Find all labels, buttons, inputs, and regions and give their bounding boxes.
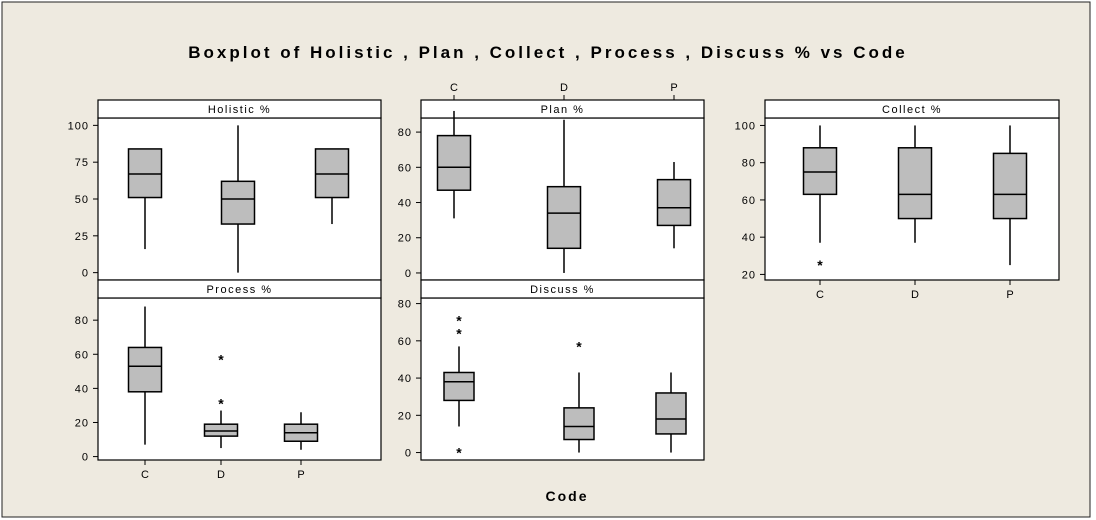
iqr-box xyxy=(546,185,582,250)
iqr-box xyxy=(655,392,687,435)
box-plan-p xyxy=(656,162,692,249)
y-tick-label: 40 xyxy=(75,383,89,395)
y-tick-label: 20 xyxy=(398,233,412,245)
panel-strip xyxy=(420,99,705,119)
y-tick-label: 0 xyxy=(82,452,89,464)
outlier-point: * xyxy=(456,325,462,341)
x-axis-label: Code xyxy=(546,488,589,504)
box-holistic-d xyxy=(220,125,256,273)
box-plan-c xyxy=(436,110,472,219)
panel-strip xyxy=(764,99,1060,119)
outlier-point: * xyxy=(456,312,462,328)
y-tick-label: 50 xyxy=(75,194,89,206)
outlier-point: * xyxy=(456,445,462,461)
box-collect-p xyxy=(992,125,1028,266)
box-collect-d xyxy=(897,125,933,243)
y-tick-label: 40 xyxy=(398,373,412,385)
iqr-box xyxy=(802,147,838,196)
iqr-box xyxy=(656,178,692,227)
x-tick-label: D xyxy=(560,82,568,94)
y-tick-label: 0 xyxy=(405,448,412,460)
y-tick-label: 20 xyxy=(398,410,412,422)
panel-title: Collect % xyxy=(882,104,942,116)
box-process-d: ** xyxy=(203,351,239,449)
y-tick-label: 100 xyxy=(68,120,89,132)
y-tick-label: 0 xyxy=(82,268,89,280)
panel-strip xyxy=(420,279,705,299)
x-tick-label: C xyxy=(141,469,149,481)
x-tick-label: C xyxy=(816,289,824,301)
box-process-c xyxy=(127,306,163,445)
iqr-box xyxy=(203,423,239,437)
y-tick-label: 60 xyxy=(398,162,412,174)
panel-strip xyxy=(97,99,382,119)
outlier-point: * xyxy=(218,396,224,412)
x-tick-label: D xyxy=(217,469,225,481)
panel-holistic: Holistic % 0 25 50 75 100 xyxy=(68,99,382,281)
outlier-point: * xyxy=(576,338,582,354)
panel-title: Process % xyxy=(206,284,272,296)
box-discuss-d: * xyxy=(563,338,595,453)
outlier-point: * xyxy=(817,257,823,273)
outlier-point: * xyxy=(218,351,224,367)
iqr-box xyxy=(897,147,933,220)
y-tick-label: 25 xyxy=(75,231,89,243)
y-tick-label: 75 xyxy=(75,157,89,169)
y-tick-label: 40 xyxy=(742,232,756,244)
x-tick-label: P xyxy=(297,469,304,481)
panel-plan: Plan % 0 20 40 60 80 C D P xyxy=(398,82,705,281)
y-tick-label: 20 xyxy=(75,417,89,429)
y-tick-label: 80 xyxy=(398,127,412,139)
iqr-box xyxy=(443,371,475,402)
y-tick-label: 60 xyxy=(742,195,756,207)
box-holistic-p xyxy=(314,148,350,225)
y-tick-label: 60 xyxy=(75,349,89,361)
panel-strip xyxy=(97,279,382,299)
chart-title: Boxplot of Holistic , Plan , Collect , P… xyxy=(188,43,907,62)
y-tick-label: 0 xyxy=(405,268,412,280)
panel-collect: Collect % 20 40 60 80 100 C D P * xyxy=(735,99,1060,301)
box-holistic-c xyxy=(127,148,163,250)
iqr-box xyxy=(992,152,1028,220)
box-process-p xyxy=(283,412,319,450)
panel-title: Discuss % xyxy=(530,284,595,296)
y-tick-label: 80 xyxy=(75,315,89,327)
panel-title: Plan % xyxy=(541,104,585,116)
y-tick-label: 100 xyxy=(735,120,756,132)
x-tick-label: D xyxy=(911,289,919,301)
y-tick-label: 20 xyxy=(742,269,756,281)
x-tick-label: P xyxy=(670,82,677,94)
iqr-box xyxy=(436,134,472,191)
box-collect-c: * xyxy=(802,125,838,273)
box-discuss-c: *** xyxy=(443,312,475,461)
panel-title: Holistic % xyxy=(208,104,271,116)
y-tick-label: 80 xyxy=(398,299,412,311)
y-tick-label: 80 xyxy=(742,158,756,170)
y-tick-label: 60 xyxy=(398,336,412,348)
iqr-box xyxy=(563,407,595,441)
box-plan-d xyxy=(546,119,582,273)
box-discuss-p xyxy=(655,372,687,453)
x-tick-label: P xyxy=(1006,289,1013,301)
x-tick-label: C xyxy=(450,82,458,94)
iqr-box xyxy=(127,346,163,393)
y-tick-label: 40 xyxy=(398,198,412,210)
iqr-box xyxy=(220,180,256,225)
